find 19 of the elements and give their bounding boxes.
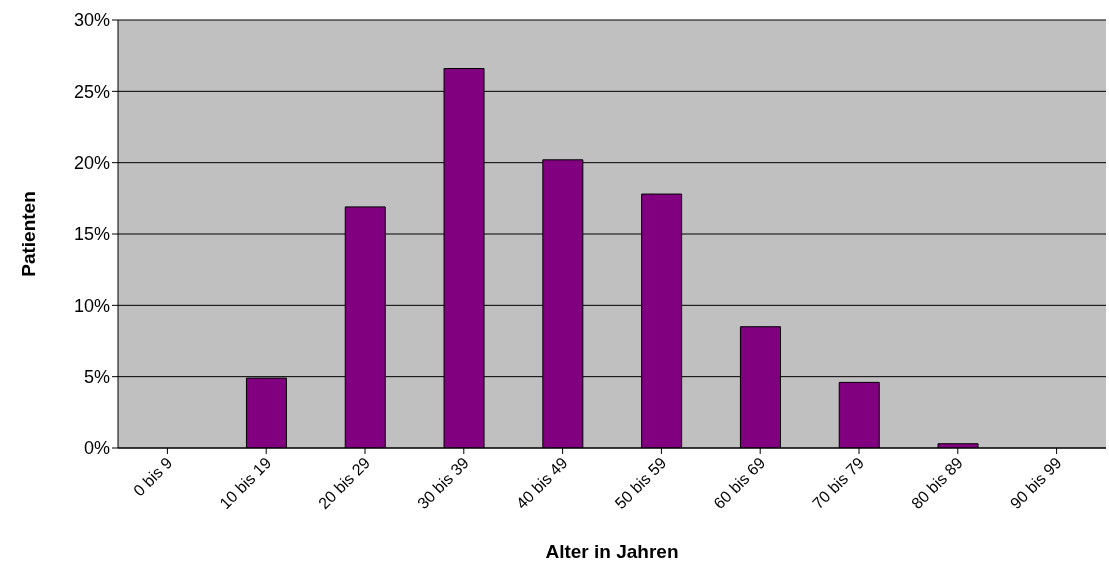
y-tick-label: 20%: [73, 153, 110, 174]
y-tick-label: 30%: [73, 10, 110, 31]
y-tick-label: 5%: [83, 367, 110, 388]
x-tick-label: 50 bis 59: [611, 454, 670, 513]
y-tick-label: 15%: [73, 224, 110, 245]
x-axis-title: Alter in Jahren: [545, 541, 679, 562]
x-tick-label: 60 bis 69: [710, 454, 769, 513]
x-tick-label: 10 bis 19: [216, 454, 275, 513]
y-tick-label: 0%: [83, 438, 110, 459]
x-tick-label: 80 bis 89: [907, 454, 966, 513]
y-tick-label: 25%: [73, 81, 110, 102]
y-tick-label: 10%: [73, 295, 110, 316]
y-axis-title: Patienten: [17, 191, 39, 277]
x-tick-label: 70 bis 79: [809, 454, 868, 513]
x-tick-label: 20 bis 29: [315, 454, 374, 513]
x-tick-label: 40 bis 49: [512, 454, 571, 513]
x-tick-label: 30 bis 39: [413, 454, 472, 513]
x-tick-label: 0 bis 9: [130, 454, 176, 500]
x-tick-label: 90 bis 99: [1006, 454, 1065, 513]
